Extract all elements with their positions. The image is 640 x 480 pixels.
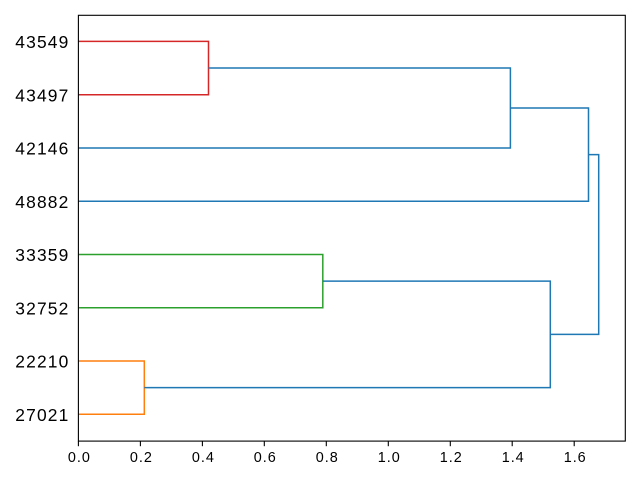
svg-text:1.6: 1.6: [564, 450, 586, 466]
svg-text:0.6: 0.6: [254, 450, 276, 466]
svg-text:1.2: 1.2: [440, 450, 462, 466]
svg-text:43549: 43549: [15, 32, 68, 52]
svg-text:48882: 48882: [15, 192, 68, 212]
svg-text:1.4: 1.4: [502, 450, 524, 466]
svg-text:0.2: 0.2: [130, 450, 152, 466]
svg-text:27021: 27021: [15, 405, 68, 425]
svg-text:42146: 42146: [15, 139, 68, 159]
svg-text:0.8: 0.8: [316, 450, 338, 466]
svg-text:32752: 32752: [15, 298, 68, 318]
svg-text:22210: 22210: [15, 352, 68, 372]
svg-text:43497: 43497: [15, 85, 68, 105]
svg-text:1.0: 1.0: [378, 450, 400, 466]
svg-text:0.0: 0.0: [68, 450, 90, 466]
svg-text:33359: 33359: [15, 245, 68, 265]
svg-text:0.4: 0.4: [192, 450, 214, 466]
